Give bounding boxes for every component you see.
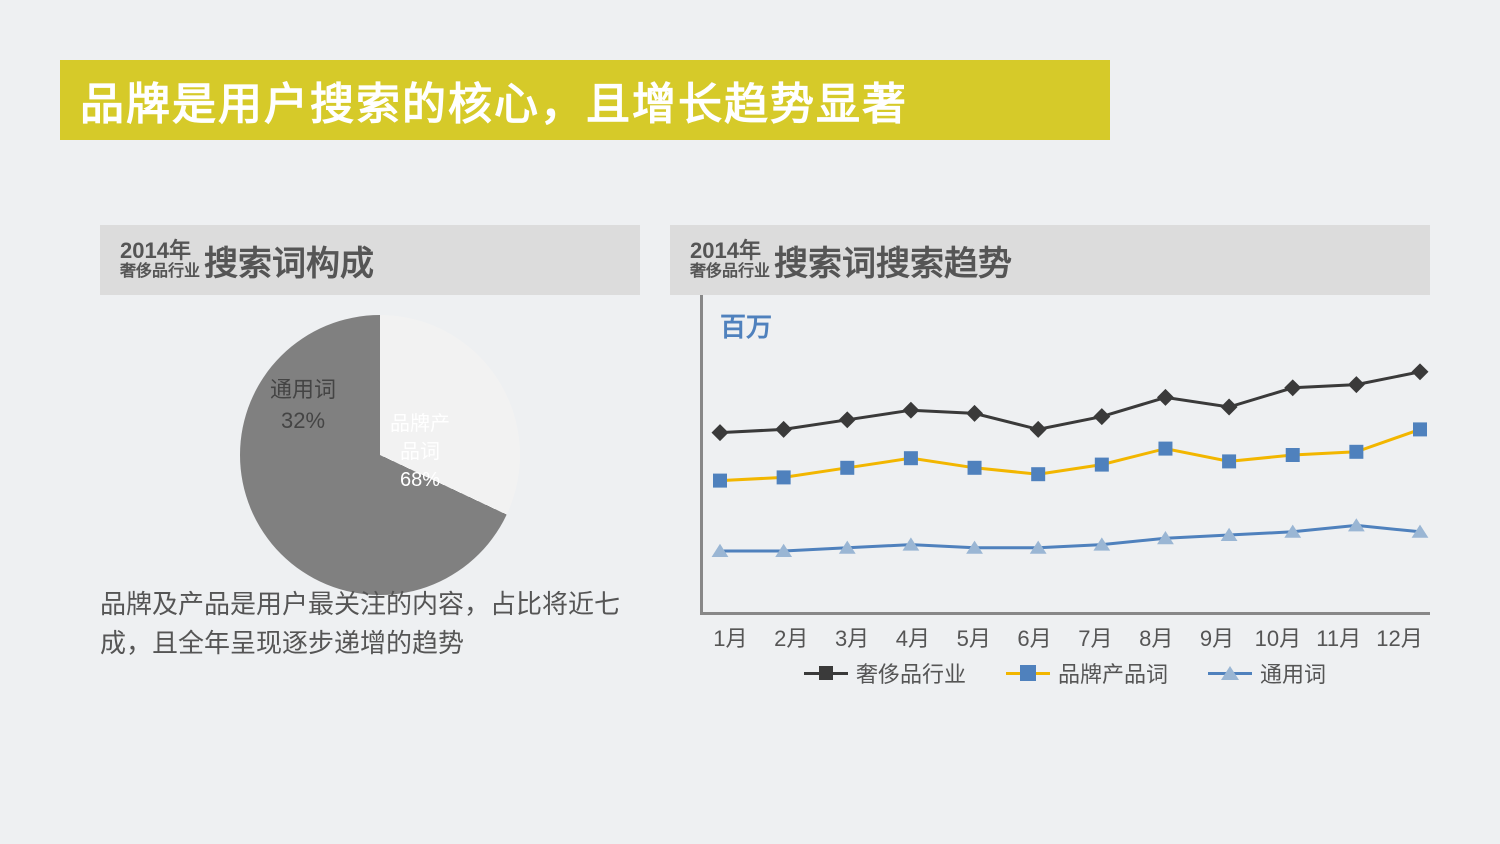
legend-item: 通用词 bbox=[1208, 657, 1326, 689]
left-caption: 品牌及产品是用户最关注的内容，占比将近七成，且全年呈现逐步递增的趋势 bbox=[100, 585, 620, 663]
x-tick-label: 9月 bbox=[1187, 621, 1248, 653]
pie-label-general: 通用词32% bbox=[270, 375, 336, 437]
page-title-bar: 品牌是用户搜索的核心，且增长趋势显著 bbox=[60, 60, 1110, 140]
pie-label-brand: 品牌产品词68% bbox=[390, 410, 450, 494]
x-tick-label: 1月 bbox=[700, 621, 761, 653]
x-tick-label: 4月 bbox=[882, 621, 943, 653]
right-header-stack: 2014年 奢侈品行业 bbox=[690, 240, 770, 280]
legend-item: 奢侈品行业 bbox=[804, 657, 966, 689]
pie-disc bbox=[240, 315, 520, 595]
x-tick-label: 10月 bbox=[1247, 621, 1308, 653]
line-plot bbox=[700, 295, 1430, 615]
x-tick-label: 11月 bbox=[1308, 621, 1369, 653]
right-panel: 2014年 奢侈品行业 搜索词搜索趋势 百万 1月2月3月4月5月6月7月8月9… bbox=[670, 225, 1430, 675]
line-chart: 百万 1月2月3月4月5月6月7月8月9月10月11月12月 奢侈品行业品牌产品… bbox=[670, 295, 1430, 675]
left-header-year: 2014年 bbox=[120, 240, 191, 262]
chart-legend: 奢侈品行业 品牌产品词 通用词 bbox=[700, 657, 1430, 689]
x-tick-label: 5月 bbox=[943, 621, 1004, 653]
legend-item: 品牌产品词 bbox=[1006, 657, 1168, 689]
x-tick-label: 8月 bbox=[1126, 621, 1187, 653]
x-tick-label: 7月 bbox=[1065, 621, 1126, 653]
left-panel-header: 2014年 奢侈品行业 搜索词构成 bbox=[100, 225, 640, 295]
left-header-sub: 奢侈品行业 bbox=[120, 264, 200, 280]
x-tick-label: 2月 bbox=[761, 621, 822, 653]
x-tick-label: 3月 bbox=[822, 621, 883, 653]
right-header-sub: 奢侈品行业 bbox=[690, 264, 770, 280]
pie-chart: 通用词32% 品牌产品词68% bbox=[100, 295, 640, 615]
left-panel: 2014年 奢侈品行业 搜索词构成 通用词32% 品牌产品词68% 品牌及产品是… bbox=[100, 225, 640, 615]
left-header-stack: 2014年 奢侈品行业 bbox=[120, 240, 200, 280]
left-header-main: 搜索词构成 bbox=[204, 236, 374, 285]
page-title: 品牌是用户搜索的核心，且增长趋势显著 bbox=[80, 68, 908, 132]
x-tick-label: 6月 bbox=[1004, 621, 1065, 653]
right-header-year: 2014年 bbox=[690, 240, 761, 262]
right-header-main: 搜索词搜索趋势 bbox=[774, 236, 1012, 285]
x-axis-labels: 1月2月3月4月5月6月7月8月9月10月11月12月 bbox=[700, 621, 1430, 653]
right-panel-header: 2014年 奢侈品行业 搜索词搜索趋势 bbox=[670, 225, 1430, 295]
x-tick-label: 12月 bbox=[1369, 621, 1430, 653]
